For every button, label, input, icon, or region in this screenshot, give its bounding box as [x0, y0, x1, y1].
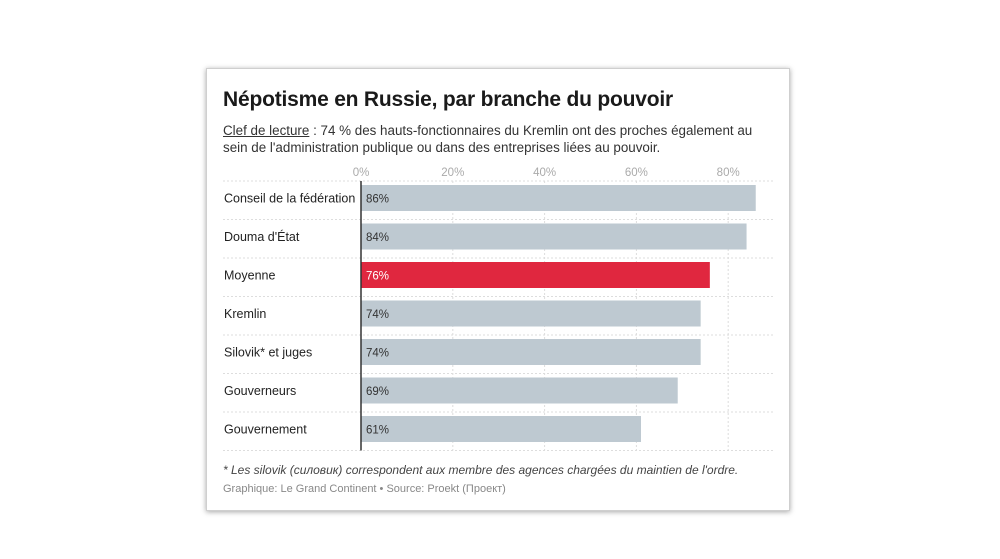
category-label: Gouvernement — [224, 423, 307, 437]
reading-key-label: Clef de lecture — [223, 123, 310, 138]
value-label: 69% — [366, 386, 389, 398]
value-label: 74% — [366, 309, 389, 321]
bar — [361, 223, 747, 250]
x-tick-label: 20% — [441, 167, 464, 179]
bar — [361, 185, 756, 211]
bar-highlight — [361, 262, 710, 288]
chart-card: Népotisme en Russie, par branche du pouv… — [206, 68, 790, 511]
x-tick-label: 40% — [533, 167, 556, 179]
value-label: 86% — [366, 194, 389, 206]
category-label: Moyenne — [224, 269, 275, 283]
bar — [361, 339, 701, 365]
chart-title: Népotisme en Russie, par branche du pouv… — [223, 88, 673, 111]
bar — [361, 300, 701, 327]
category-label: Kremlin — [224, 307, 266, 321]
category-label: Conseil de la fédération — [224, 192, 355, 206]
footnote: * Les silovik (силовик) correspondent au… — [223, 463, 739, 477]
value-label: 84% — [366, 232, 389, 244]
source-credit: Graphique: Le Grand Continent • Source: … — [223, 483, 506, 495]
bar — [361, 416, 641, 442]
value-label: 61% — [366, 425, 389, 437]
chart-subtitle: Clef de lecture : 74 % des hauts-fonctio… — [223, 122, 778, 156]
x-tick-label: 60% — [625, 167, 648, 179]
category-label: Gouverneurs — [224, 384, 296, 398]
reading-key-text: : 74 % des hauts-fonctionnaires du Kreml… — [223, 123, 753, 155]
x-tick-label: 80% — [717, 167, 740, 179]
value-label: 76% — [366, 271, 389, 283]
value-label: 74% — [366, 348, 389, 360]
category-label: Silovik* et juges — [224, 346, 312, 360]
category-label: Douma d'État — [224, 229, 300, 244]
x-tick-label: 0% — [353, 167, 370, 179]
bar-chart: 0% 20% 40% 60% 80% Conseil de la fédération 86… — [223, 167, 773, 451]
bar — [361, 377, 678, 404]
